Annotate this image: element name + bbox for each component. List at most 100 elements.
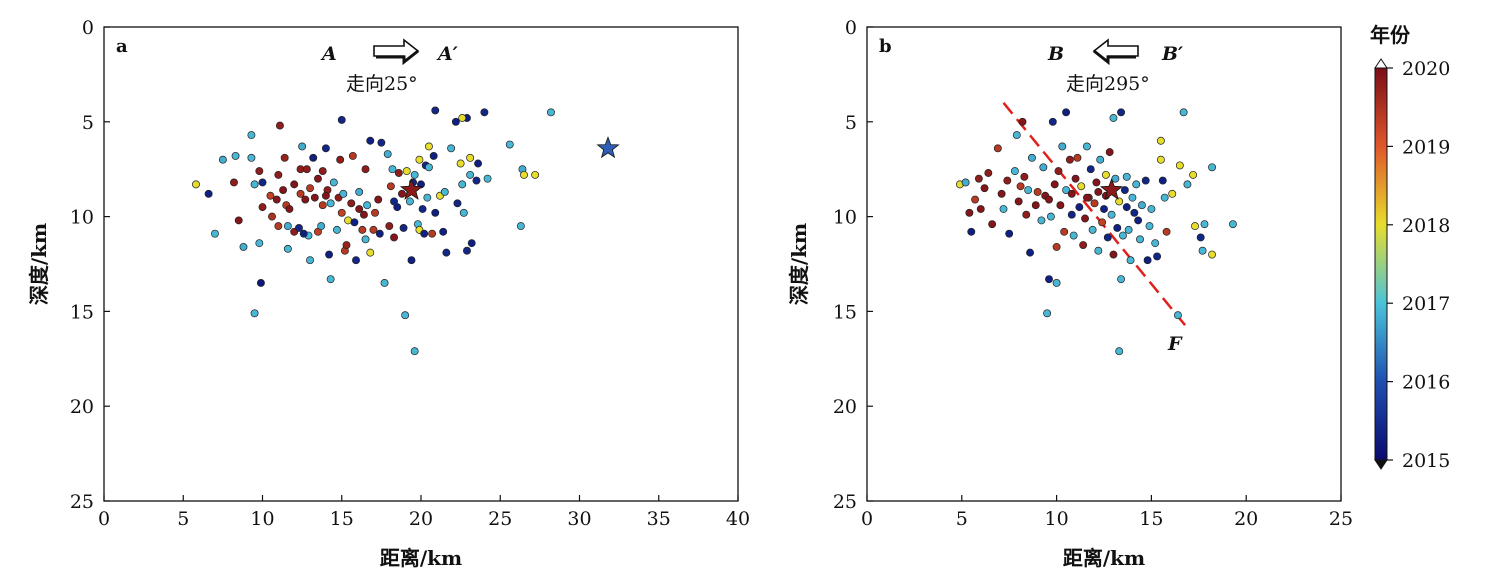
event-point (458, 180, 467, 189)
event-point (1067, 189, 1076, 198)
event-point (1126, 256, 1135, 265)
panel-a-xtick-label: 5 (177, 508, 189, 530)
event-point (1054, 167, 1063, 176)
profile-a-start: A (320, 43, 337, 65)
panel-a-xtick-label: 15 (330, 508, 354, 530)
event-point (285, 205, 294, 213)
event-point (1113, 224, 1122, 232)
event-point (483, 174, 492, 183)
panel-b-xtick-label: 25 (1329, 508, 1353, 530)
event-point (390, 233, 399, 242)
event-point (1208, 163, 1217, 172)
event-point (451, 117, 460, 126)
fault-line (1002, 102, 1191, 332)
panel-b-xtick-label: 5 (956, 508, 968, 530)
panel-b-ytick-label: 5 (845, 112, 857, 134)
event-point (279, 186, 288, 195)
event-point (314, 174, 322, 183)
event-point (1100, 205, 1108, 213)
event-point (1067, 210, 1076, 219)
event-point (1052, 242, 1061, 251)
profile-a-strike: 走向25° (346, 73, 418, 95)
event-point (375, 229, 384, 238)
panel-b-ytick-label: 20 (833, 396, 857, 418)
event-point (377, 138, 386, 147)
event-point (339, 189, 348, 198)
event-point (961, 178, 970, 187)
event-point (1183, 180, 1192, 189)
event-point (1145, 222, 1154, 231)
event-point (247, 131, 256, 140)
event-point (272, 195, 281, 204)
event-point (359, 210, 368, 219)
event-point (385, 222, 394, 231)
event-point (428, 229, 437, 238)
event-point (1158, 176, 1167, 185)
event-point (1111, 174, 1120, 183)
panel-b-ylabel: 深度/km (787, 223, 811, 305)
event-point (250, 309, 259, 318)
event-point (1079, 241, 1088, 249)
panel-b-xlabel: 距离/km (1063, 546, 1145, 570)
event-point (474, 159, 483, 168)
panel-a-points (191, 106, 620, 356)
event-point (1065, 155, 1074, 164)
event-point (402, 167, 411, 176)
event-point (466, 170, 475, 179)
event-point (1045, 195, 1053, 204)
event-point (1208, 250, 1217, 259)
event-point (234, 216, 243, 225)
event-point (459, 208, 468, 217)
event-point (458, 114, 467, 122)
colorbar-title: 年份 (1370, 23, 1411, 47)
event-point (1115, 347, 1124, 356)
panel-a-xtick-label: 20 (409, 508, 433, 530)
event-point (423, 193, 432, 202)
event-point (405, 197, 414, 206)
event-point (401, 311, 410, 320)
event-point (997, 189, 1006, 198)
event-point (974, 174, 983, 183)
panel-b-frame (866, 26, 1342, 502)
event-point (218, 155, 227, 164)
event-point (440, 188, 449, 196)
event-point (1120, 186, 1129, 195)
event-point (439, 227, 448, 236)
mainshock-star-icon (1100, 177, 1124, 200)
colorbar-ticks: 2015 2016 2017 2018 2019 2020 (1387, 58, 1450, 472)
panel-a-ytick-label: 5 (82, 112, 94, 134)
event-point (337, 115, 346, 124)
event-point (1160, 193, 1169, 202)
panel-a-ytick-label: 0 (82, 17, 94, 39)
event-point (256, 279, 265, 287)
event-point (1228, 220, 1237, 229)
event-point (1088, 225, 1097, 234)
panel-b-xtick-label: 15 (1139, 508, 1163, 530)
mainshock-star-icon (399, 177, 424, 200)
event-point (258, 203, 267, 212)
event-point (306, 184, 314, 193)
event-point (418, 205, 427, 213)
event-point (1151, 239, 1160, 248)
event-point (336, 155, 345, 164)
panel-b-ytick-label: 10 (833, 207, 857, 229)
event-point (398, 189, 406, 198)
event-point (347, 199, 356, 208)
event-point (1191, 222, 1199, 231)
event-point (275, 121, 284, 130)
event-point (1094, 246, 1103, 255)
event-point (980, 184, 989, 193)
profile-b-end: B′ (1161, 43, 1183, 65)
panel-a-ytick-label: 20 (70, 396, 94, 418)
event-point (388, 165, 397, 174)
event-point (976, 205, 985, 213)
event-point (971, 195, 980, 204)
panel-b-xtick-label: 20 (1234, 508, 1258, 530)
event-point (383, 150, 392, 158)
event-point (424, 142, 433, 151)
event-point (361, 235, 370, 244)
panel-b-ytick-label: 0 (845, 17, 857, 39)
event-point (342, 241, 351, 249)
